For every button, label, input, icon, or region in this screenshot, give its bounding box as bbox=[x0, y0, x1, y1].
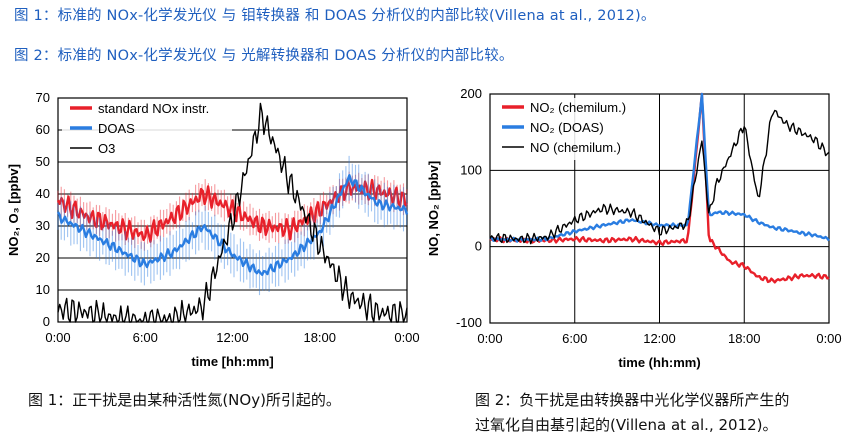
y-tick-label: 20 bbox=[36, 250, 50, 265]
x-axis-title: time [hh:mm] bbox=[191, 354, 273, 369]
x-tick-label: 18:00 bbox=[728, 331, 761, 346]
series-line-0 bbox=[56, 178, 408, 243]
caption-left: 图 1：正干扰是由某种活性氮(NOy)所引起的。 bbox=[28, 391, 341, 409]
x-tick-label: 0:00 bbox=[477, 331, 502, 346]
legend-label: NO₂ (DOAS) bbox=[530, 120, 604, 135]
legend-label: NO (chemilum.) bbox=[530, 140, 621, 155]
y-tick-label: 200 bbox=[460, 86, 482, 101]
y-tick-label: 60 bbox=[36, 122, 50, 137]
series-line-1 bbox=[489, 92, 830, 243]
y-tick-label: 0 bbox=[475, 239, 482, 254]
y-tick-label: 100 bbox=[460, 162, 482, 177]
x-tick-label: 6:00 bbox=[562, 331, 587, 346]
x-tick-label: 18:00 bbox=[303, 330, 336, 345]
y-tick-label: 70 bbox=[36, 90, 50, 105]
figure-2-heading: 图 2：标准的 NOx-化学发光仪 与 光解转换器和 DOAS 分析仪的内部比较… bbox=[14, 48, 514, 64]
caption-right-line2: 过氧化自由基引起的(Villena at al., 2012)。 bbox=[475, 416, 778, 434]
series-line-2 bbox=[57, 102, 408, 323]
y-axis-title: NO₂, O₃ [ppbv] bbox=[6, 164, 21, 256]
y-tick-label: 50 bbox=[36, 154, 50, 169]
y-tick-label: 10 bbox=[36, 282, 50, 297]
y-tick-label: 30 bbox=[36, 218, 50, 233]
legend-label: O3 bbox=[98, 141, 115, 156]
plot-frame bbox=[57, 97, 408, 323]
legend-label: DOAS bbox=[98, 121, 135, 136]
series-line-2 bbox=[489, 109, 830, 245]
x-tick-label: 0:00 bbox=[816, 331, 841, 346]
y-axis-title: NO, NO₂ [ppbv] bbox=[426, 161, 441, 256]
x-tick-label: 6:00 bbox=[133, 330, 158, 345]
x-tick-label: 0:00 bbox=[45, 330, 70, 345]
x-tick-label: 12:00 bbox=[643, 331, 676, 346]
series-line-1 bbox=[56, 174, 409, 276]
y-tick-label: 0 bbox=[43, 314, 50, 329]
x-axis-title: time (hh:mm) bbox=[618, 355, 700, 370]
x-tick-label: 0:00 bbox=[394, 330, 419, 345]
legend-label: NO₂ (chemilum.) bbox=[530, 100, 626, 115]
x-tick-label: 12:00 bbox=[216, 330, 249, 345]
y-tick-label: 40 bbox=[36, 186, 50, 201]
figure-1-heading: 图 1：标准的 NOx-化学发光仪 与 钼转换器 和 DOAS 分析仪的内部比较… bbox=[14, 8, 656, 24]
legend-label: standard NOx instr. bbox=[98, 101, 209, 116]
y-tick-label: -100 bbox=[456, 315, 482, 330]
caption-right-line1: 图 2：负干扰是由转换器中光化学仪器所产生的 bbox=[475, 391, 790, 409]
